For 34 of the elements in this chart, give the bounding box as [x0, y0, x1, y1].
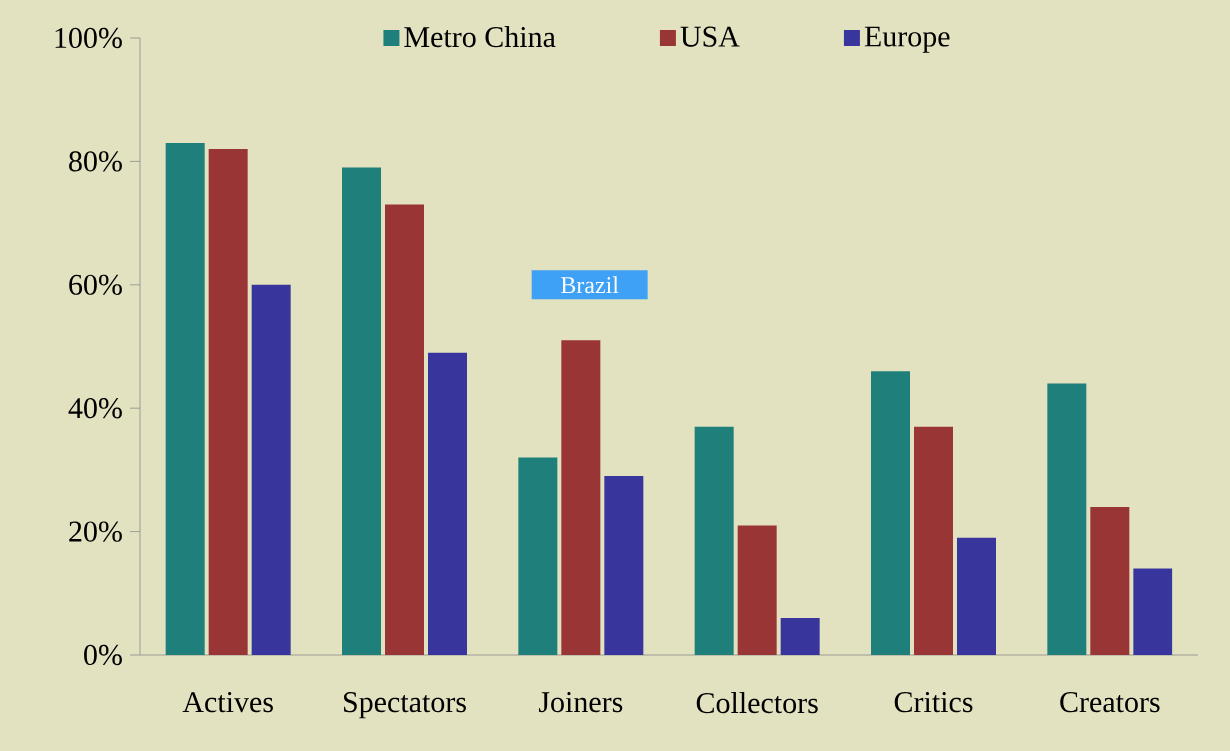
legend-label: Europe	[864, 26, 950, 53]
y-tick-label: 40%	[68, 398, 122, 419]
bar	[342, 167, 382, 655]
bar	[251, 284, 291, 655]
bar	[165, 142, 205, 655]
bar	[385, 204, 424, 655]
y-tick-label: 100%	[55, 27, 122, 49]
y-tick-label: 20%	[69, 521, 122, 542]
y-tick-label: 0%	[84, 644, 122, 666]
bar	[914, 426, 953, 655]
legend-label: USA	[680, 26, 740, 47]
x-tick-label: Creators	[1060, 692, 1160, 713]
bar	[428, 352, 468, 655]
x-tick-label: Spectators	[344, 692, 466, 719]
bar	[957, 537, 996, 655]
x-tick-label: Joiners	[538, 692, 623, 713]
annotation: Brazil	[561, 276, 619, 294]
bar	[1133, 568, 1173, 655]
x-tick-label: Actives	[182, 692, 273, 713]
x-tick-label: Critics	[894, 692, 973, 713]
bar	[604, 476, 644, 655]
bar	[780, 617, 820, 655]
x-tick-label: Collectors	[696, 692, 818, 714]
y-tick-label: 80%	[69, 151, 122, 172]
bar	[1090, 506, 1130, 655]
bar	[694, 426, 734, 655]
bar	[561, 340, 601, 655]
bar	[208, 149, 248, 655]
bar	[1047, 383, 1087, 655]
bar	[518, 457, 558, 655]
bar	[871, 371, 910, 655]
y-tick-label: 60%	[69, 274, 122, 295]
legend-label: Metro China	[404, 26, 556, 48]
bar	[737, 525, 777, 655]
